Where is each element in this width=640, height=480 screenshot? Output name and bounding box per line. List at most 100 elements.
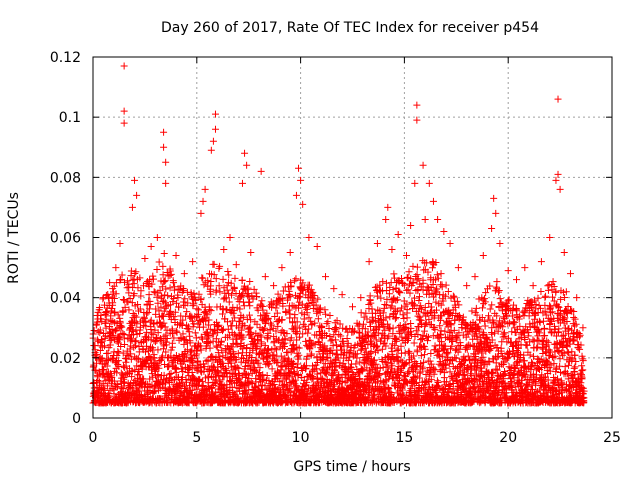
data-point — [205, 332, 213, 340]
data-point — [199, 323, 207, 331]
data-point — [134, 284, 142, 292]
data-point — [352, 360, 360, 368]
data-point — [186, 339, 194, 347]
data-point — [166, 267, 174, 275]
data-point — [149, 388, 157, 396]
data-point — [473, 335, 481, 343]
data-point — [159, 271, 167, 279]
data-point — [354, 322, 362, 330]
data-point — [232, 356, 240, 364]
data-point — [223, 318, 231, 326]
data-point — [544, 282, 552, 290]
data-point — [401, 281, 409, 289]
data-point — [189, 323, 197, 331]
data-point — [218, 327, 226, 335]
data-point — [488, 336, 496, 344]
data-point — [118, 271, 126, 279]
data-point — [416, 391, 424, 399]
data-point — [485, 358, 493, 366]
data-point — [534, 343, 542, 351]
data-point — [257, 340, 265, 348]
data-point — [377, 294, 385, 302]
data-point — [207, 307, 215, 315]
data-point — [303, 303, 311, 311]
data-point — [437, 301, 445, 309]
data-point — [191, 375, 199, 383]
data-point — [247, 328, 255, 336]
data-point — [500, 375, 508, 383]
data-point — [381, 326, 389, 334]
data-point — [506, 382, 514, 390]
data-point — [381, 385, 389, 393]
data-point — [417, 305, 425, 313]
data-point — [537, 287, 545, 295]
data-point — [493, 344, 501, 352]
data-point — [225, 271, 233, 279]
data-point — [555, 303, 563, 311]
data-point — [385, 332, 393, 340]
data-point — [394, 296, 402, 304]
data-point — [136, 305, 144, 313]
data-point — [535, 337, 543, 345]
data-point — [541, 332, 549, 340]
data-point — [120, 364, 128, 372]
data-point — [109, 355, 117, 363]
data-point — [451, 316, 459, 324]
data-point — [428, 264, 436, 272]
data-point — [431, 312, 439, 320]
data-point — [140, 375, 148, 383]
data-point — [99, 295, 107, 303]
data-point — [135, 371, 143, 379]
data-point — [258, 302, 266, 310]
data-point — [107, 318, 115, 326]
data-point — [393, 357, 401, 365]
data-point — [234, 349, 242, 357]
data-point — [170, 313, 178, 321]
data-point — [449, 379, 457, 387]
data-point — [487, 345, 495, 353]
data-point — [222, 294, 230, 302]
data-point — [387, 304, 395, 312]
data-point — [510, 318, 518, 326]
data-point — [228, 291, 236, 299]
data-point — [198, 377, 206, 385]
data-point — [295, 344, 303, 352]
data-point — [206, 325, 214, 333]
data-point — [547, 303, 555, 311]
data-point — [521, 335, 529, 343]
data-point — [372, 343, 380, 351]
data-point — [193, 305, 201, 313]
data-point — [425, 299, 433, 307]
data-point — [110, 294, 118, 302]
data-point — [333, 351, 341, 359]
data-point — [379, 321, 387, 329]
data-point — [549, 278, 557, 286]
data-point — [554, 381, 562, 389]
data-point — [265, 360, 273, 368]
data-point — [114, 339, 122, 347]
data-point — [256, 345, 264, 353]
data-point — [412, 366, 420, 374]
data-point — [294, 370, 302, 378]
data-point — [539, 317, 547, 325]
data-point — [121, 278, 129, 286]
data-point — [418, 363, 426, 371]
data-point — [396, 321, 404, 329]
data-point — [511, 352, 519, 360]
data-point — [130, 280, 138, 288]
data-point — [361, 344, 369, 352]
data-point — [180, 340, 188, 348]
data-point — [308, 350, 316, 358]
data-point — [367, 347, 375, 355]
data-point — [229, 309, 237, 317]
data-point — [192, 334, 200, 342]
data-point — [437, 316, 445, 324]
data-point — [419, 365, 427, 373]
data-point — [433, 271, 441, 279]
data-point — [273, 346, 281, 354]
data-point — [225, 290, 233, 298]
data-point — [422, 370, 430, 378]
data-point — [418, 335, 426, 343]
data-point — [294, 355, 302, 363]
